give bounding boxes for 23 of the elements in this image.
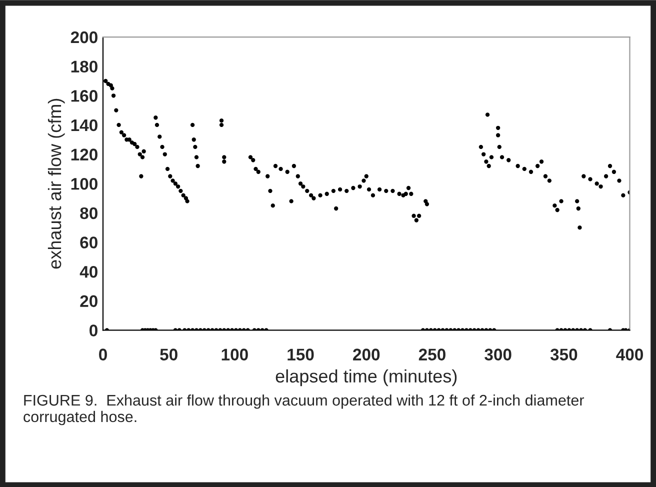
x-tick-label: 50 bbox=[160, 348, 178, 360]
y-tick-label: 60 bbox=[80, 236, 98, 248]
x-axis-title: elapsed time (minutes) bbox=[276, 369, 457, 386]
x-tick-label: 100 bbox=[222, 348, 248, 360]
x-tick-label: 0 bbox=[99, 348, 107, 360]
x-tick-label: 150 bbox=[288, 348, 314, 360]
y-tick-label: 100 bbox=[71, 178, 98, 190]
x-tick-label: 250 bbox=[418, 348, 446, 360]
x-tick-label: 200 bbox=[353, 348, 380, 360]
y-tick-label: 200 bbox=[70, 31, 98, 44]
y-tick-label: 120 bbox=[71, 148, 98, 160]
y-tick-label: 40 bbox=[80, 266, 98, 278]
y-tick-label: 160 bbox=[71, 90, 98, 102]
caption: FIGURE 9. Exhaust air flow through vacuum operated with 12 ft of 2-inch diameter corrugated hose. bbox=[24, 394, 584, 426]
x-tick-label: 400 bbox=[616, 348, 643, 360]
y-tick-label: 180 bbox=[71, 60, 98, 73]
y-tick-label: 20 bbox=[80, 295, 98, 308]
y-tick-label: 0 bbox=[90, 324, 98, 336]
y-tick-label: 80 bbox=[80, 207, 98, 220]
y-tick-label: 140 bbox=[71, 119, 98, 132]
x-tick-label: 300 bbox=[484, 348, 512, 361]
x-tick-label: 350 bbox=[550, 348, 578, 361]
y-axis-title: exhaust air flow (cfm) bbox=[48, 98, 65, 269]
